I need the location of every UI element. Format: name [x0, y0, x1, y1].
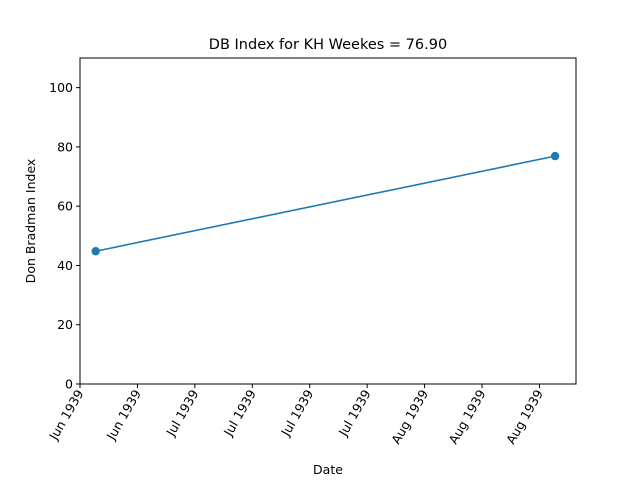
- x-tick-label: Jul 1939: [163, 387, 202, 439]
- y-tick-label: 60: [57, 199, 73, 214]
- x-tick-label: Jul 1939: [277, 387, 316, 439]
- chart-title: DB Index for KH Weekes = 76.90: [209, 37, 447, 53]
- y-tick-label: 100: [49, 80, 73, 95]
- y-axis: 0 20 40 60 80 100: [49, 80, 80, 392]
- y-tick-label: 80: [57, 139, 73, 154]
- x-axis: Jun 1939 Jun 1939 Jul 1939 Jul 1939 Jul 1939…: [45, 384, 546, 447]
- x-tick-label: Jul 1939: [220, 387, 259, 439]
- x-axis-label: Date: [313, 462, 343, 477]
- series-line: [95, 155, 556, 253]
- x-tick-label: Aug 1939: [446, 387, 489, 447]
- data-point: [550, 151, 560, 161]
- series-layer: [91, 151, 560, 256]
- y-axis-label: Don Bradman Index: [23, 159, 38, 284]
- x-tick-label: Aug 1939: [503, 387, 546, 447]
- y-tick-label: 20: [57, 317, 73, 332]
- data-point: [91, 247, 100, 256]
- x-tick-label: Jun 1939: [103, 387, 144, 443]
- x-tick-label: Jun 1939: [45, 387, 86, 443]
- y-tick-label: 40: [57, 258, 73, 273]
- plot-area: [79, 57, 577, 385]
- x-tick-label: Jul 1939: [335, 387, 374, 439]
- x-tick-label: Aug 1939: [388, 387, 431, 447]
- y-tick-label: 0: [65, 377, 73, 392]
